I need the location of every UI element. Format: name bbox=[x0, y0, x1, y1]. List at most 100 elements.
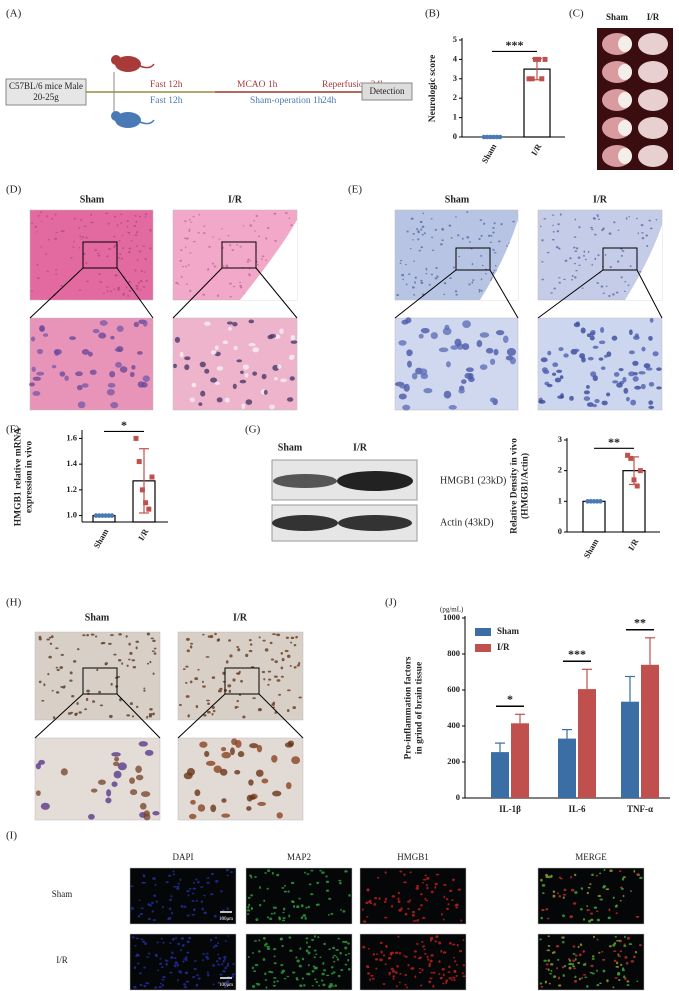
cell bbox=[180, 937, 185, 940]
cell bbox=[274, 660, 278, 664]
cell bbox=[574, 891, 578, 894]
cell bbox=[296, 905, 300, 909]
cell bbox=[112, 245, 116, 248]
cell bbox=[414, 281, 417, 284]
cell bbox=[62, 686, 66, 689]
cell bbox=[361, 908, 364, 911]
cell bbox=[417, 231, 421, 234]
cell bbox=[90, 221, 92, 224]
cell bbox=[544, 980, 548, 984]
cell bbox=[559, 375, 564, 380]
column-label: MERGE bbox=[575, 852, 607, 862]
cell bbox=[187, 767, 195, 776]
cell bbox=[555, 246, 559, 249]
cell bbox=[594, 398, 600, 404]
cell bbox=[236, 699, 239, 703]
cell bbox=[211, 964, 216, 967]
cell bbox=[608, 945, 612, 948]
cell bbox=[119, 366, 128, 373]
cell bbox=[220, 890, 223, 893]
cell bbox=[512, 220, 515, 223]
cell bbox=[179, 259, 182, 262]
cell bbox=[337, 974, 341, 978]
cell bbox=[628, 350, 635, 355]
cell bbox=[90, 213, 93, 216]
cell bbox=[122, 292, 125, 295]
cell bbox=[493, 269, 496, 272]
cell bbox=[171, 951, 174, 955]
cell bbox=[639, 876, 643, 880]
cell bbox=[583, 250, 586, 253]
cell bbox=[424, 897, 427, 901]
cell bbox=[232, 678, 236, 682]
cell bbox=[266, 916, 270, 919]
cell bbox=[602, 292, 606, 294]
band bbox=[273, 474, 337, 488]
cell bbox=[462, 320, 471, 328]
cell bbox=[415, 886, 420, 890]
x-tick-label: I/R bbox=[136, 526, 151, 542]
cell bbox=[211, 676, 216, 679]
cell bbox=[201, 959, 204, 962]
cell bbox=[461, 237, 464, 240]
cell bbox=[423, 232, 426, 235]
cell bbox=[597, 254, 600, 257]
x-tick-label: Sham bbox=[91, 527, 110, 550]
cell bbox=[405, 283, 408, 286]
cell bbox=[614, 936, 618, 938]
zoom-line bbox=[394, 269, 457, 319]
cell bbox=[429, 959, 433, 963]
cell bbox=[113, 235, 116, 238]
end-text: Detection bbox=[370, 86, 405, 96]
cell bbox=[552, 951, 556, 954]
data-point bbox=[631, 477, 637, 483]
cell bbox=[315, 967, 318, 970]
cell bbox=[458, 949, 463, 953]
cell bbox=[630, 960, 635, 963]
cell bbox=[641, 232, 644, 234]
cell bbox=[117, 676, 121, 678]
cell bbox=[450, 345, 459, 350]
cell bbox=[283, 884, 286, 887]
significance: *** bbox=[506, 38, 524, 52]
cell bbox=[441, 239, 444, 241]
cell bbox=[404, 973, 408, 977]
cell bbox=[98, 332, 107, 339]
cell bbox=[572, 945, 576, 948]
cell bbox=[612, 380, 619, 384]
cell bbox=[465, 367, 474, 373]
cell bbox=[382, 983, 386, 985]
cell bbox=[283, 890, 288, 893]
cell bbox=[260, 258, 263, 260]
cell bbox=[421, 941, 424, 944]
cell bbox=[126, 714, 131, 717]
cell bbox=[584, 976, 588, 979]
cell bbox=[183, 986, 188, 989]
cell bbox=[466, 236, 470, 239]
cell bbox=[135, 640, 140, 643]
cell bbox=[572, 902, 577, 905]
y-tick-label: 1 bbox=[453, 112, 457, 122]
cell bbox=[222, 909, 225, 912]
cell bbox=[538, 399, 546, 404]
cell bbox=[289, 664, 292, 667]
cell bbox=[76, 384, 83, 391]
sham-step: Fast 12h bbox=[150, 96, 183, 106]
cell bbox=[214, 944, 218, 948]
cell bbox=[78, 711, 82, 714]
cell bbox=[252, 371, 258, 376]
cell bbox=[286, 397, 294, 402]
zoom-line bbox=[636, 269, 663, 319]
cell bbox=[143, 271, 146, 273]
panel-label: (I) bbox=[6, 830, 17, 842]
cell bbox=[619, 886, 623, 889]
cell bbox=[60, 230, 64, 233]
cell bbox=[598, 872, 602, 875]
data-point bbox=[494, 134, 500, 140]
cell bbox=[418, 956, 422, 959]
cell bbox=[590, 918, 594, 922]
cell bbox=[509, 356, 516, 365]
cell bbox=[569, 915, 574, 919]
cell bbox=[277, 364, 282, 370]
cell bbox=[633, 869, 636, 873]
